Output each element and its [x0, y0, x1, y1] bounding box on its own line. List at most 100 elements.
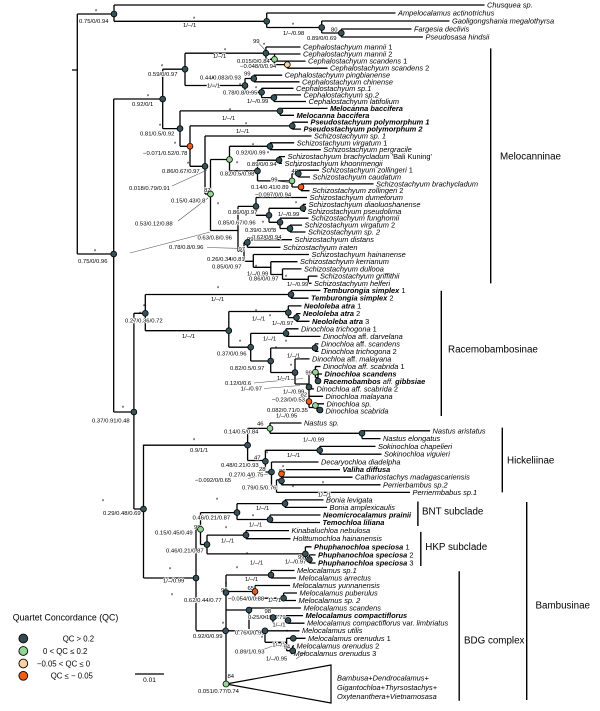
svg-text:HKP subclade: HKP subclade: [425, 542, 487, 553]
svg-text:0.89/1/0.93: 0.89/1/0.93: [235, 650, 265, 656]
svg-text:Racemobambosinae: Racemobambosinae: [448, 344, 538, 355]
svg-text:Chusquea sp.: Chusquea sp.: [487, 1, 533, 10]
svg-text:*: *: [290, 364, 293, 370]
svg-text:*: *: [271, 228, 274, 234]
svg-text:0.92/0/0.99: 0.92/0/0.99: [193, 634, 222, 640]
svg-text:Schizostachyum kerrianum: Schizostachyum kerrianum: [300, 257, 389, 266]
svg-text:Bonia amplexicaulis: Bonia amplexicaulis: [330, 503, 396, 512]
svg-text:*: *: [174, 142, 177, 148]
svg-text:Dinochloa aff. scandens: Dinochloa aff. scandens: [321, 339, 400, 348]
svg-text:Schizostachyum sp. 1: Schizostachyum sp. 1: [314, 132, 386, 141]
svg-text:−0.048/0/0.94: −0.048/0/0.94: [240, 64, 277, 70]
svg-text:1/–/0.98: 1/–/0.98: [283, 31, 305, 37]
svg-text:*: *: [224, 48, 227, 54]
svg-text:Dinochloa aff. scabrida 2: Dinochloa aff. scabrida 2: [317, 384, 399, 393]
svg-text:0.46/0.21/0.87: 0.46/0.21/0.87: [166, 548, 204, 554]
svg-text:−0.05 < QC ≤ 0: −0.05 < QC ≤ 0: [37, 659, 91, 668]
svg-text:Schizostachyum brachycladum 'B: Schizostachyum brachycladum 'Bali Kuning…: [288, 152, 433, 161]
svg-text:*: *: [239, 340, 242, 346]
svg-text:0.27/0.36/0.72: 0.27/0.36/0.72: [125, 319, 163, 325]
svg-text:Cephalostachyum scandens 2: Cephalostachyum scandens 2: [330, 64, 429, 73]
svg-text:0.63/0.8/0.96: 0.63/0.8/0.96: [198, 236, 233, 242]
svg-text:−0.23/0/0.53: −0.23/0/0.53: [272, 397, 306, 403]
svg-text:0.9/1/1: 0.9/1/1: [190, 448, 208, 454]
svg-text:Dinochloa aff. darvelana: Dinochloa aff. darvelana: [323, 332, 403, 341]
svg-text:Gaoligongshania megalothyrsa: Gaoligongshania megalothyrsa: [452, 17, 554, 26]
svg-text:1/–/0.97: 1/–/0.97: [272, 321, 293, 327]
svg-text:1/–/0.99: 1/–/0.99: [247, 99, 268, 105]
svg-text:1/–/1: 1/–/1: [287, 453, 300, 459]
svg-text:47: 47: [254, 456, 261, 462]
svg-text:Schizostachyum diaoluoshanense: Schizostachyum diaoluoshanense: [309, 200, 421, 209]
svg-text:1/–/1: 1/–/1: [245, 577, 258, 583]
svg-text:1/–/0.95: 1/–/0.95: [276, 414, 298, 420]
svg-text:−0.092/0/0.65: −0.092/0/0.65: [195, 478, 232, 484]
svg-text:Phuphanochloa speciosa 3: Phuphanochloa speciosa 3: [318, 559, 414, 568]
svg-text:Schizostachyum hainanense: Schizostachyum hainanense: [312, 250, 406, 259]
svg-text:Schizostachyum caudatum: Schizostachyum caudatum: [313, 173, 402, 182]
svg-text:Schizostachyum khoonmengii: Schizostachyum khoonmengii: [285, 159, 383, 168]
svg-text:Fargesia declivis: Fargesia declivis: [414, 25, 469, 34]
svg-text:0.01: 0.01: [143, 677, 156, 684]
svg-text:*: *: [285, 340, 288, 346]
svg-text:Melocalamus sp. 2: Melocalamus sp. 2: [299, 596, 362, 605]
svg-text:Cephalostachyum mannii 1: Cephalostachyum mannii 1: [303, 43, 392, 52]
svg-text:99: 99: [244, 72, 251, 78]
svg-text:Pseudostachyum polymorphum 2: Pseudostachyum polymorphum 2: [304, 125, 424, 134]
svg-text:*: *: [161, 65, 164, 71]
svg-text:Dinochloa aff. scabrida 1: Dinochloa aff. scabrida 1: [323, 362, 405, 371]
svg-text:Schizostachyum zollingeri 1: Schizostachyum zollingeri 1: [322, 166, 413, 175]
svg-text:1/–/1: 1/–/1: [249, 522, 262, 528]
svg-text:Dinochloa trichogona 1: Dinochloa trichogona 1: [301, 324, 377, 333]
svg-text:Melocalamus scandens: Melocalamus scandens: [304, 604, 382, 613]
svg-text:−0.071/0.52/0.78: −0.071/0.52/0.78: [143, 151, 188, 157]
svg-text:0.75/0/0.94: 0.75/0/0.94: [79, 19, 109, 25]
svg-text:99: 99: [298, 555, 305, 561]
svg-text:Hickeliinae: Hickeliinae: [507, 455, 555, 466]
svg-text:0.015/0/0.84: 0.015/0/0.84: [237, 59, 270, 65]
svg-text:0.82/0.5/0.98: 0.82/0.5/0.98: [220, 172, 255, 178]
svg-text:0.12/0/0.6: 0.12/0/0.6: [225, 381, 252, 387]
svg-text:1/–/1: 1/–/1: [287, 354, 300, 360]
svg-text:1/–/1: 1/–/1: [256, 506, 269, 512]
svg-text:Bambusa+Dendrocalamus+: Bambusa+Dendrocalamus+: [337, 674, 429, 683]
svg-text:Schizostachyum helferi: Schizostachyum helferi: [314, 279, 391, 288]
svg-text:BDG complex: BDG complex: [464, 635, 525, 646]
svg-text:*: *: [169, 568, 172, 574]
svg-text:1/–/1: 1/–/1: [213, 54, 226, 60]
svg-text:Nastus sp.: Nastus sp.: [304, 419, 339, 428]
svg-text:1/–/0.99: 1/–/0.99: [278, 212, 299, 218]
svg-text:*: *: [147, 95, 150, 101]
svg-text:Ampelocalamus actinotrichus: Ampelocalamus actinotrichus: [397, 9, 495, 18]
svg-text:*: *: [225, 583, 228, 589]
svg-text:*: *: [255, 87, 258, 93]
svg-text:Pseudosasa hindsii: Pseudosasa hindsii: [426, 33, 490, 42]
svg-text:*: *: [236, 567, 239, 573]
svg-text:1/–/1: 1/–/1: [263, 337, 276, 343]
svg-text:−0.054/0/0.88: −0.054/0/0.88: [228, 596, 265, 602]
svg-text:1/–/1: 1/–/1: [268, 598, 281, 604]
svg-text:Schizostachyum distans: Schizostachyum distans: [295, 235, 375, 244]
svg-text:0.92/0/0.99: 0.92/0/0.99: [236, 150, 265, 156]
svg-text:Racemobambos aff. gibbsiae: Racemobambos aff. gibbsiae: [324, 377, 426, 386]
svg-text:−0.097/0/0.94: −0.097/0/0.94: [255, 192, 292, 198]
svg-text:0.81/0.5/0.92: 0.81/0.5/0.92: [140, 132, 174, 138]
svg-text:Temburongia simplex 1: Temburongia simplex 1: [323, 286, 405, 295]
svg-text:Dinochloa malayana: Dinochloa malayana: [326, 392, 393, 401]
svg-text:*: *: [322, 481, 325, 487]
svg-text:0.39/0.3/0.8: 0.39/0.3/0.8: [245, 228, 277, 234]
svg-text:82: 82: [204, 188, 211, 194]
svg-text:*: *: [95, 10, 98, 16]
svg-text:Neololeba atra 1: Neololeba atra 1: [304, 301, 361, 310]
svg-text:0.89/0/0.94: 0.89/0/0.94: [247, 162, 277, 168]
svg-text:*: *: [139, 312, 142, 318]
svg-text:0.15/0.43/0.8: 0.15/0.43/0.8: [171, 198, 206, 204]
svg-text:*: *: [261, 636, 264, 642]
svg-text:Melocalamus puberulus: Melocalamus puberulus: [300, 589, 379, 598]
svg-text:Melocalamus orenudus 1: Melocalamus orenudus 1: [308, 634, 391, 643]
svg-text:Neololeba atra 3: Neololeba atra 3: [312, 317, 369, 326]
svg-text:1/–/1: 1/–/1: [277, 376, 290, 382]
svg-text:0.14/0.41/0.89: 0.14/0.41/0.89: [251, 185, 289, 191]
svg-text:0.59/0/0.97: 0.59/0/0.97: [148, 72, 177, 78]
svg-text:0.53/0.12/0.88: 0.53/0.12/0.88: [135, 221, 173, 227]
